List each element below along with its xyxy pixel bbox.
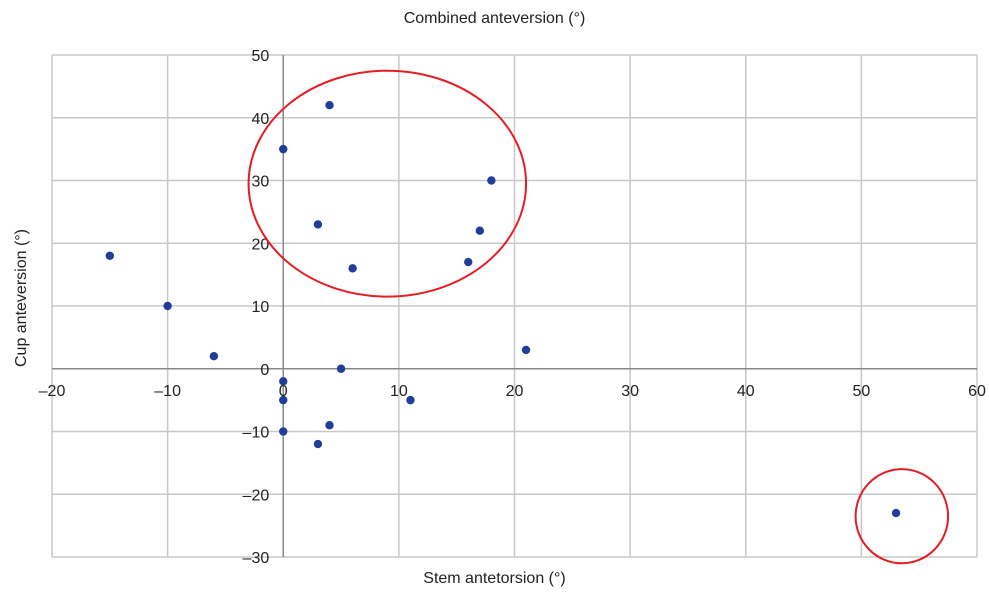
y-tick-label: 20 <box>251 236 269 253</box>
data-point <box>487 176 496 185</box>
data-points <box>105 101 901 518</box>
x-tick-label: 20 <box>506 383 524 400</box>
y-tick-label: –20 <box>243 487 270 504</box>
annotation-ellipse <box>854 468 950 565</box>
data-point <box>521 345 531 355</box>
y-tick-label: 50 <box>251 48 269 65</box>
data-point <box>105 251 115 260</box>
x-tick-label: 0 <box>279 383 288 400</box>
data-point <box>336 364 346 373</box>
x-tick-label: 30 <box>621 383 639 400</box>
data-point <box>279 377 288 386</box>
data-point <box>464 257 473 267</box>
y-tick-label: 30 <box>251 174 269 191</box>
chart-title: Combined anteversion (°) <box>403 10 586 27</box>
x-axis-label: Stem antetorsion (°) <box>423 570 566 587</box>
y-tick-labels: –30 –20 –10 0 10 20 30 40 50 <box>243 48 270 567</box>
annotations <box>247 69 950 565</box>
data-point <box>406 395 415 405</box>
x-tick-labels: –20 –10 0 10 20 30 40 50 60 <box>39 383 986 400</box>
x-tick-label: –10 <box>154 383 181 400</box>
annotation-ellipse <box>247 69 528 298</box>
data-point <box>279 395 288 405</box>
x-tick-label: 40 <box>737 383 755 400</box>
y-tick-label: 10 <box>251 299 269 316</box>
x-tick-label: 50 <box>852 383 870 400</box>
x-tick-label: 60 <box>968 383 986 400</box>
y-tick-label: 0 <box>260 362 269 379</box>
data-point <box>325 421 334 430</box>
data-point <box>313 439 323 449</box>
data-point <box>891 508 901 518</box>
data-point <box>163 301 172 311</box>
x-tick-label: 10 <box>390 383 408 400</box>
data-point <box>279 427 288 436</box>
data-point <box>209 352 219 361</box>
data-point <box>475 226 485 235</box>
data-point <box>348 264 357 273</box>
axes <box>52 55 977 557</box>
y-tick-label: 40 <box>251 111 269 128</box>
data-point <box>313 220 323 229</box>
data-point <box>325 101 334 110</box>
grid-lines <box>51 54 978 558</box>
y-tick-label: –30 <box>243 550 270 567</box>
x-tick-label: –20 <box>39 383 66 400</box>
y-tick-label: –10 <box>243 425 270 442</box>
data-point <box>279 144 288 154</box>
